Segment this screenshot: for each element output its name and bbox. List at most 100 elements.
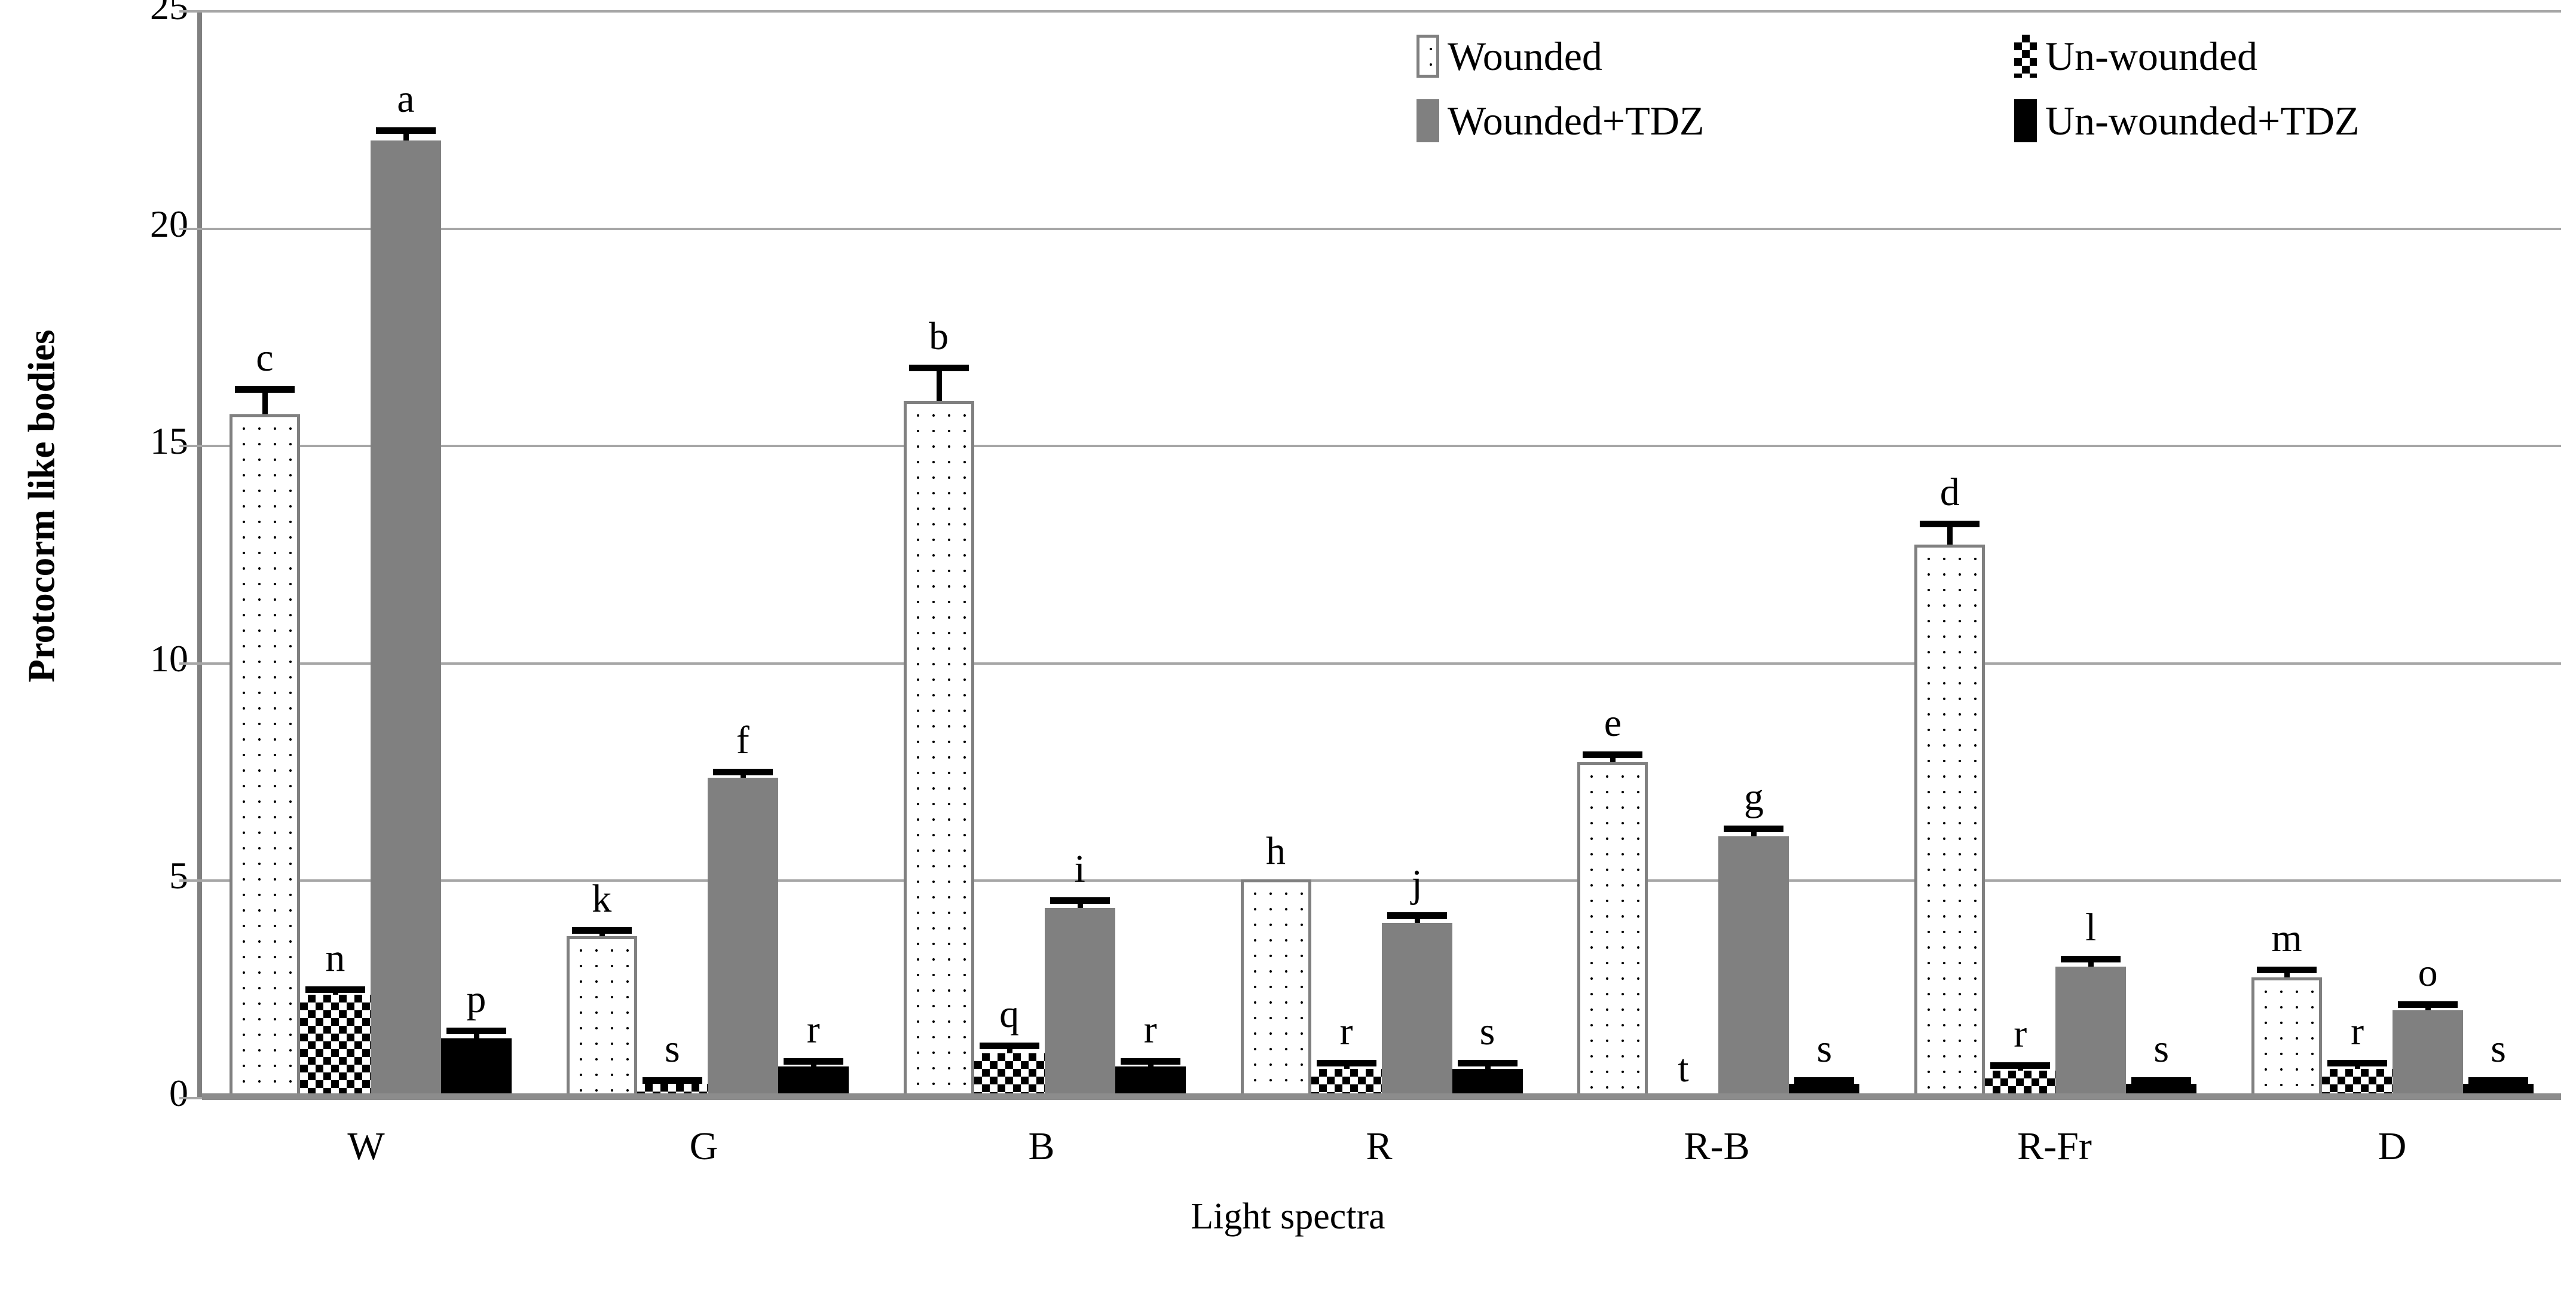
gridline	[202, 879, 2561, 882]
bar[interactable]	[2055, 966, 2127, 1097]
bar[interactable]	[1452, 1068, 1523, 1097]
error-bar-cap	[234, 386, 295, 393]
bar[interactable]	[229, 414, 300, 1097]
error-bar-stem	[936, 364, 942, 402]
bar[interactable]	[1914, 545, 1985, 1097]
bar-slot: k	[566, 10, 637, 1097]
significance-letter: r	[806, 1007, 820, 1052]
x-tick-label: R	[1366, 1124, 1393, 1168]
bar[interactable]	[1718, 836, 1789, 1097]
x-tick-label: R-Fr	[2017, 1124, 2092, 1168]
error-bar-cap	[1794, 1077, 1855, 1084]
significance-letter: s	[1479, 1010, 1495, 1054]
legend-item-wounded[interactable]: Wounded	[1417, 33, 2014, 80]
significance-letter: r	[2014, 1011, 2027, 1056]
bar-slot: o	[2393, 10, 2464, 1097]
error-bar-cap	[2468, 1077, 2529, 1084]
error-bar-cap	[2398, 1001, 2458, 1008]
bar-slot: l	[2055, 10, 2127, 1097]
significance-letter: h	[1266, 829, 1286, 873]
bar[interactable]	[1381, 923, 1452, 1097]
significance-letter: i	[1074, 846, 1085, 891]
significance-letter: n	[325, 936, 345, 980]
significance-letter: s	[2153, 1027, 2170, 1071]
checkerboard-swatch-icon	[2014, 35, 2037, 78]
error-bar-cap	[1724, 825, 1784, 832]
error-bar-cap	[446, 1027, 506, 1034]
significance-letter: b	[929, 314, 949, 358]
solid-gray-swatch-icon	[1417, 99, 1439, 142]
bar-group: k s f r	[539, 10, 876, 1097]
solid-black-swatch-icon	[2014, 99, 2037, 142]
legend-label: Wounded	[1448, 33, 1602, 79]
legend-row: Wounded Un-wounded	[1417, 24, 2552, 88]
error-bar-cap	[2131, 1077, 2192, 1084]
bar-slot: t	[1648, 10, 1718, 1097]
bar[interactable]	[903, 401, 974, 1097]
legend-label: Wounded+TDZ	[1448, 97, 1705, 143]
error-bar-cap	[1120, 1057, 1180, 1065]
bar[interactable]	[974, 1053, 1045, 1097]
error-bar-cap	[712, 768, 773, 775]
bar-groups: c n a p k s f r b q i r h r j s e t g s d r l s m r o s	[202, 10, 2561, 1097]
significance-letter: o	[2418, 951, 2438, 995]
bar-slot: r	[1985, 10, 2056, 1097]
error-bar-cap	[783, 1057, 843, 1065]
x-tick-label: G	[689, 1124, 718, 1168]
bar-slot: s	[1452, 10, 1523, 1097]
bar[interactable]	[707, 777, 778, 1097]
bar[interactable]	[1311, 1068, 1382, 1097]
x-tick-label: R-B	[1684, 1124, 1750, 1168]
bar-slot: f	[707, 10, 778, 1097]
bar-slot: i	[1044, 10, 1115, 1097]
bar[interactable]	[299, 995, 371, 1097]
bar[interactable]	[566, 936, 637, 1097]
y-tick-mark	[179, 662, 202, 665]
y-tick-label: 15	[150, 420, 188, 463]
y-tick-label: 0	[169, 1072, 188, 1114]
significance-letter: m	[2271, 916, 2302, 960]
bar-slot: a	[370, 10, 441, 1097]
error-bar-stem	[1947, 521, 1953, 545]
bar[interactable]	[1044, 907, 1115, 1097]
bar[interactable]	[370, 140, 441, 1097]
bar[interactable]	[778, 1066, 849, 1097]
error-bar-cap	[2327, 1060, 2388, 1067]
legend-label: Un-wounded+TDZ	[2045, 97, 2360, 143]
bar[interactable]	[2393, 1010, 2464, 1097]
error-bar-cap	[1387, 912, 1447, 919]
error-bar-cap	[1457, 1060, 1518, 1067]
bar-slot: e	[1577, 10, 1648, 1097]
y-axis-title: Protocorm like bodies	[20, 329, 63, 683]
error-bar-cap	[1990, 1062, 2051, 1069]
x-tick-label: B	[1028, 1124, 1055, 1168]
bar[interactable]	[440, 1038, 512, 1097]
bar[interactable]	[1985, 1071, 2056, 1097]
legend-item-un-wounded-tdz[interactable]: Un-wounded+TDZ	[2014, 97, 2552, 145]
significance-letter: r	[1143, 1007, 1157, 1052]
significance-letter: c	[256, 336, 274, 380]
legend-item-wounded-tdz[interactable]: Wounded+TDZ	[1417, 97, 2014, 145]
significance-letter: r	[1339, 1010, 1353, 1054]
bar[interactable]	[1115, 1066, 1186, 1097]
significance-letter: l	[2085, 905, 2097, 949]
error-bar-cap	[908, 364, 969, 371]
y-tick-label: 20	[150, 202, 188, 245]
error-bar-cap	[1920, 521, 1980, 528]
bar[interactable]	[1240, 879, 1311, 1097]
legend-label: Un-wounded	[2045, 33, 2258, 79]
y-tick-label: 10	[150, 637, 188, 680]
bar[interactable]	[2322, 1068, 2393, 1097]
bar-slot: r	[1115, 10, 1186, 1097]
bar[interactable]	[1577, 762, 1648, 1097]
legend-item-un-wounded[interactable]: Un-wounded	[2014, 33, 2552, 80]
bar-group: c n a p	[202, 10, 539, 1097]
bar[interactable]	[2251, 977, 2323, 1097]
bar-slot: g	[1718, 10, 1789, 1097]
bar-slot: s	[1789, 10, 1860, 1097]
bar-slot: r	[2322, 10, 2393, 1097]
bar-slot: n	[299, 10, 371, 1097]
y-tick-label: 25	[150, 0, 188, 27]
sparse-dots-swatch-icon	[1417, 35, 1439, 78]
